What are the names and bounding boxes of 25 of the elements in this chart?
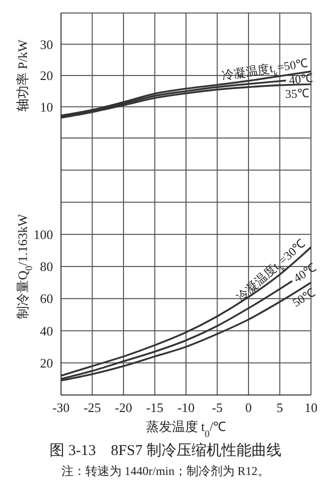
- x-tick-label: 5: [276, 400, 283, 416]
- x-tick-label: 0: [245, 400, 252, 416]
- y-tick-label: 80: [40, 259, 53, 274]
- x-tick-label: -25: [84, 400, 101, 416]
- series-label: 35℃: [285, 86, 310, 102]
- x-tick-label: -30: [52, 400, 70, 416]
- y-tick-label: 60: [40, 291, 53, 306]
- text: 图 3-13 8FS7 制冷压缩机性能曲线: [48, 442, 282, 460]
- text: 40℃: [290, 260, 319, 286]
- y-axis-title: 轴功率 P/kW: [14, 38, 30, 112]
- text: 40℃: [288, 70, 314, 88]
- x-tick-label: -15: [146, 400, 164, 416]
- y-tick-label: 20: [40, 68, 53, 84]
- y-tick-label: 40: [40, 323, 53, 338]
- x-tick-label: -20: [114, 400, 132, 416]
- y-tick-label: 100: [34, 226, 53, 242]
- y-tick-label: 30: [40, 36, 53, 52]
- text: 50℃: [290, 285, 318, 310]
- x-tick-label: -5: [212, 400, 223, 416]
- y-tick-label: 10: [40, 99, 53, 114]
- y-tick-label: 20: [40, 355, 53, 370]
- x-axis-title: 蒸发温度 t$_{0}$/℃: [146, 419, 226, 440]
- x-tick-label: 10: [304, 400, 318, 416]
- text: 注：转速为 1440r/min；制冷剂为 R12。: [60, 463, 270, 480]
- x-tick-label: -10: [177, 400, 195, 416]
